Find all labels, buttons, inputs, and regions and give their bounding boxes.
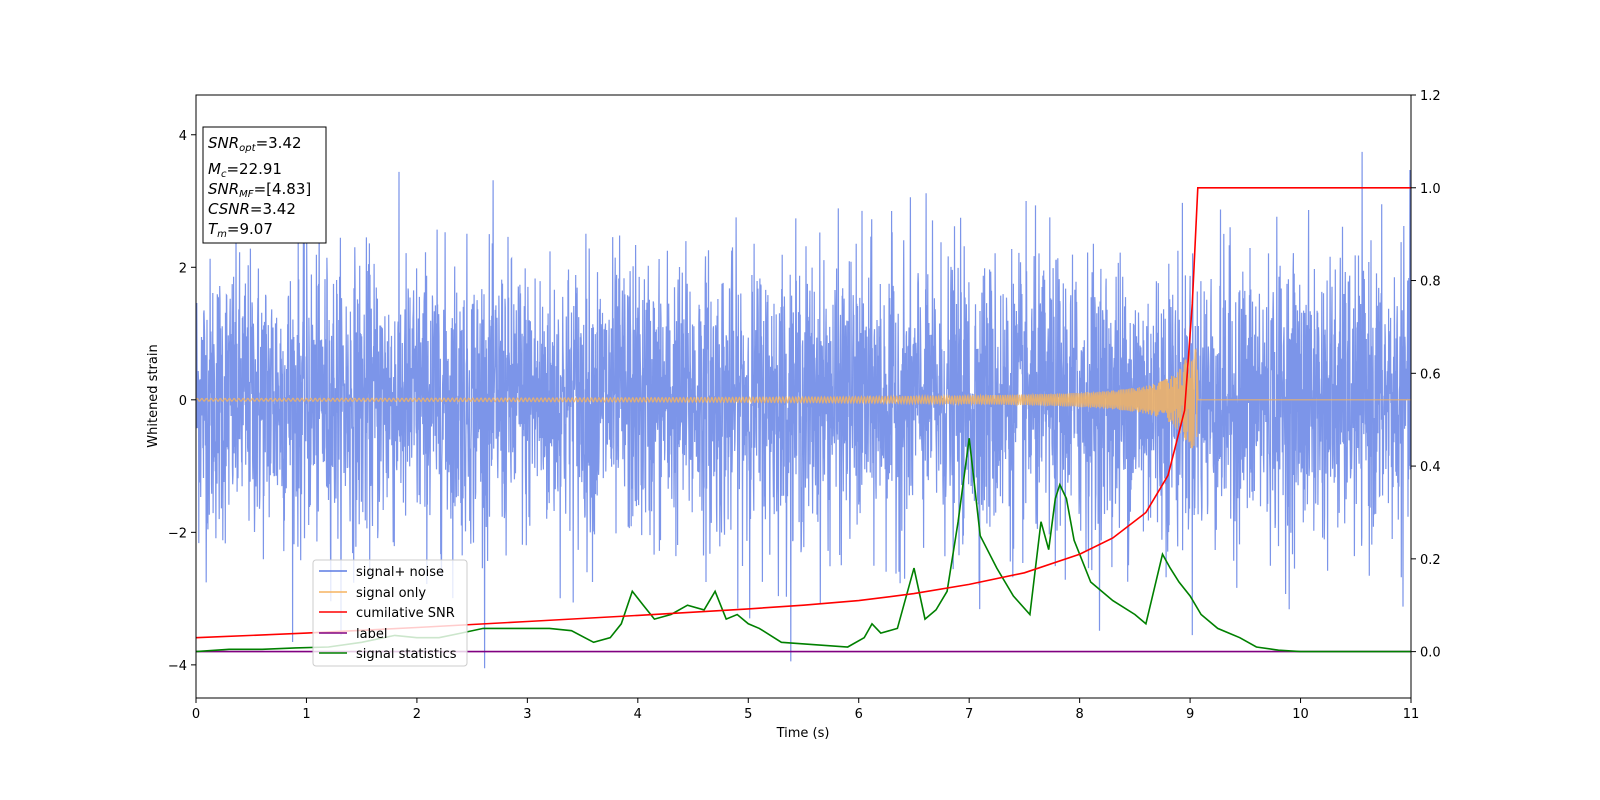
legend-item-cumulative-snr: cumilative SNR [319,606,455,621]
legend-item-signal-statistics: signal statistics [319,647,457,662]
y2-tick-label: 0.4 [1420,460,1441,475]
legend-label: cumilative SNR [356,606,455,621]
x-tick-label: 4 [634,707,642,722]
x-tick-label: 11 [1403,707,1420,722]
y-tick-label: 4 [179,129,187,144]
legend-label: signal only [356,586,426,601]
y-tick-label: 0 [179,394,187,409]
series-signal-noise-line [196,151,1411,669]
x-tick-label: 7 [965,707,973,722]
y2-tick-label: 1.2 [1420,89,1441,104]
x-tick-label: 2 [413,707,421,722]
legend-item-label: label [319,627,387,642]
y2-tick-label: 0.2 [1420,553,1441,568]
series-cumilative-snr-line [196,187,1411,639]
info-snr-opt: SNRopt=3.42 [208,134,302,154]
series-signal-statistics-line [196,438,1411,653]
x-axis-label: Time (s) [776,726,830,741]
legend-item-signal-noise: signal+ noise [319,565,444,580]
info-tm: Tm=9.07 [208,220,273,240]
x-tick-label: 8 [1075,707,1083,722]
y-axis-label: Whitened strain [146,344,161,447]
info-box-frame [202,126,327,244]
legend-label: label [356,627,387,642]
series-signal-only-line [196,347,1411,449]
y-tick-label: 2 [179,261,187,276]
x-tick-label: 0 [192,707,200,722]
x-tick-label: 9 [1186,707,1194,722]
axis-layer: 0 1 2 3 4 5 6 7 8 9 10 11 −4 −2 0 2 4 0.0 0.2 0.4 0.6 0.8 1.0 1… [168,89,1441,722]
x-tick-label: 5 [744,707,752,722]
y-tick-label: −4 [168,659,187,674]
y2-tick-label: 0.8 [1420,275,1441,290]
legend-label: signal statistics [356,647,457,662]
info-csnr: CSNR=3.42 [208,200,296,218]
x-tick-label: 10 [1292,707,1309,722]
legend: signal+ noise signal only cumilative SNR… [312,559,468,667]
y-tick-label: −2 [168,526,187,541]
info-snr-mf: SNRMF=[4.83] [208,180,311,200]
x-tick-label: 6 [855,707,863,722]
x-tick-label: 3 [523,707,531,722]
plot-frame [195,94,1412,699]
info-mc: Mc=22.91 [208,160,282,180]
legend-frame [312,559,468,667]
y2-tick-label: 0.0 [1420,646,1441,661]
x-tick-label: 1 [302,707,310,722]
legend-item-signal-only: signal only [319,586,426,601]
legend-label: signal+ noise [356,565,444,580]
y2-tick-label: 1.0 [1420,182,1441,197]
y2-tick-label: 0.6 [1420,367,1441,382]
info-box: SNRopt=3.42 Mc=22.91 SNRMF=[4.83] CSNR=3… [202,126,327,244]
